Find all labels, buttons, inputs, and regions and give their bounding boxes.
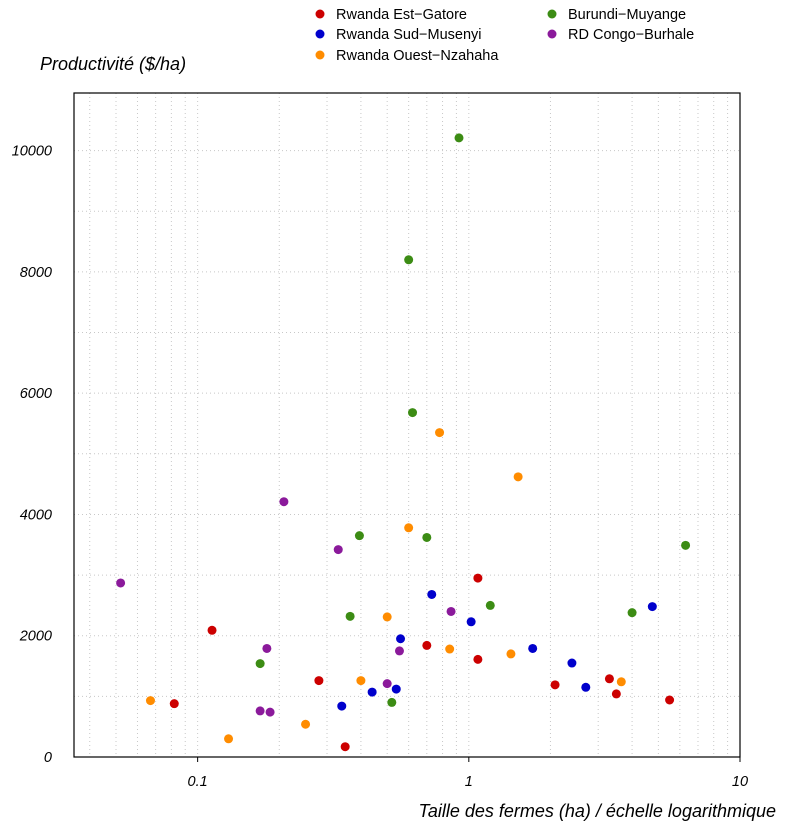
legend-marker xyxy=(547,29,557,39)
legend: Rwanda Est−Gatore Rwanda Sud−Musenyi Rwand… xyxy=(315,7,694,64)
data-point xyxy=(681,540,691,550)
data-point xyxy=(616,677,626,687)
y-tick-label: 6000 xyxy=(20,386,52,402)
data-point xyxy=(604,674,614,684)
data-point xyxy=(314,676,324,686)
data-point xyxy=(454,133,464,143)
data-point xyxy=(116,578,126,588)
data-point xyxy=(567,658,577,668)
legend-label: Burundi−Muyange xyxy=(568,7,686,23)
legend-label: Rwanda Est−Gatore xyxy=(336,7,467,23)
data-point xyxy=(581,682,591,692)
data-point xyxy=(404,255,414,265)
data-point xyxy=(435,428,445,438)
data-point xyxy=(513,472,523,482)
data-point xyxy=(506,649,516,659)
x-axis-title: Taille des fermes (ha) / échelle logarit… xyxy=(418,801,776,821)
data-point xyxy=(485,600,495,610)
data-point xyxy=(473,654,483,664)
data-point xyxy=(528,643,538,653)
data-point xyxy=(550,680,560,690)
data-point xyxy=(404,523,414,533)
data-point xyxy=(473,573,483,583)
y-tick-label: 8000 xyxy=(20,265,52,281)
data-point xyxy=(301,719,311,729)
data-point xyxy=(255,706,265,716)
x-tick-label: 0.1 xyxy=(188,774,208,790)
x-tick-label: 1 xyxy=(465,774,473,790)
data-point xyxy=(445,644,455,654)
data-point xyxy=(611,689,621,699)
legend-marker xyxy=(315,9,325,19)
data-point xyxy=(396,634,406,644)
data-point xyxy=(262,643,272,653)
data-point xyxy=(345,611,355,621)
data-point xyxy=(382,612,392,622)
y-tick-label: 2000 xyxy=(19,629,52,645)
data-point xyxy=(391,684,401,694)
y-tick-label: 0 xyxy=(44,750,52,766)
legend-marker xyxy=(315,29,325,39)
data-point xyxy=(255,659,265,669)
data-point xyxy=(145,696,155,706)
grid-lines xyxy=(74,93,741,757)
y-axis-title: Productivité ($/ha) xyxy=(40,54,186,74)
data-point xyxy=(446,606,456,616)
legend-label: RD Congo−Burhale xyxy=(568,27,694,43)
data-point xyxy=(356,676,366,686)
y-tick-label: 10000 xyxy=(12,144,52,160)
data-point xyxy=(422,640,432,650)
data-point xyxy=(394,646,404,656)
data-point xyxy=(665,695,675,705)
y-tick-label: 4000 xyxy=(20,507,52,523)
data-point xyxy=(340,742,350,752)
legend-marker xyxy=(315,50,325,60)
plot-frame xyxy=(73,92,741,758)
data-point xyxy=(382,679,392,689)
legend-marker xyxy=(547,9,557,19)
legend-label: Rwanda Ouest−Nzahaha xyxy=(336,48,499,64)
data-point xyxy=(647,602,657,612)
data-point xyxy=(337,701,347,711)
legend-label: Rwanda Sud−Musenyi xyxy=(336,27,482,43)
x-tick-label: 10 xyxy=(732,774,748,790)
data-point xyxy=(367,687,377,697)
data-points xyxy=(116,133,691,752)
axis-ticks: 0.1 1 10 0 2000 4000 6000 8000 10000 xyxy=(12,144,748,790)
data-point xyxy=(279,497,289,507)
data-point xyxy=(427,589,437,599)
data-point xyxy=(387,697,397,707)
data-point xyxy=(207,625,217,635)
data-point xyxy=(169,699,179,709)
data-point xyxy=(354,531,364,541)
data-point xyxy=(627,608,637,618)
data-point xyxy=(265,707,275,717)
data-point xyxy=(224,734,234,744)
data-point xyxy=(333,545,343,555)
data-point xyxy=(408,408,418,418)
data-point xyxy=(466,617,476,627)
data-point xyxy=(422,532,432,542)
